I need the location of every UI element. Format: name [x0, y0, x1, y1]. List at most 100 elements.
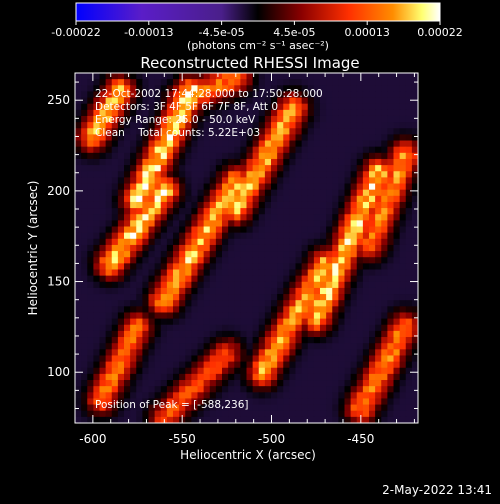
heatmap-cell	[111, 416, 119, 424]
heatmap-cell	[277, 158, 284, 166]
heatmap-cell	[283, 177, 290, 184]
heatmap-cell	[405, 232, 413, 240]
heatmap-cell	[350, 281, 358, 289]
heatmap-cell	[75, 251, 82, 258]
heatmap-cell	[283, 146, 290, 154]
heatmap-cell	[124, 201, 131, 209]
heatmap-cell	[313, 208, 321, 215]
heatmap-cell	[228, 128, 235, 135]
heatmap-cell	[75, 287, 82, 295]
heatmap-cell	[283, 281, 290, 289]
heatmap-cell	[124, 361, 131, 369]
heatmap-cell	[215, 349, 223, 356]
heatmap-cell	[111, 238, 119, 246]
heatmap-cell	[387, 410, 394, 418]
heatmap-cell	[399, 287, 407, 295]
heatmap-cell	[203, 312, 211, 320]
heatmap-cell	[203, 410, 211, 418]
heatmap-cell	[222, 361, 229, 369]
heatmap-cell	[301, 306, 309, 313]
heatmap-cell	[258, 404, 266, 412]
heatmap-cell	[301, 232, 309, 240]
heatmap-cell	[93, 349, 100, 356]
heatmap-cell	[185, 355, 192, 362]
heatmap-cell	[105, 337, 113, 344]
heatmap-cell	[320, 165, 327, 172]
heatmap-cell	[307, 244, 315, 252]
heatmap-cell	[301, 79, 309, 86]
heatmap-cell	[277, 330, 284, 338]
heatmap-cell	[160, 263, 168, 270]
heatmap-cell	[405, 337, 413, 344]
heatmap-cell	[375, 171, 382, 178]
heatmap-cell	[258, 318, 266, 326]
heatmap-cell	[411, 171, 419, 178]
heatmap-cell	[87, 343, 94, 350]
heatmap-cell	[313, 177, 321, 184]
heatmap-cell	[356, 103, 364, 111]
heatmap-cell	[222, 349, 229, 356]
heatmap-cell	[344, 201, 352, 209]
heatmap-cell	[369, 404, 376, 412]
heatmap-cell	[179, 122, 186, 129]
heatmap-cell	[215, 177, 223, 184]
heatmap-cell	[277, 109, 284, 117]
heatmap-cell	[111, 201, 119, 209]
heatmap-cell	[356, 416, 364, 424]
heatmap-cell	[252, 189, 260, 197]
heatmap-cell	[301, 103, 309, 111]
heatmap-cell	[124, 134, 131, 141]
heatmap-cell	[307, 208, 315, 215]
heatmap-cell	[203, 355, 211, 362]
heatmap-cell	[240, 324, 247, 332]
heatmap-cell	[215, 416, 223, 424]
heatmap-cell	[283, 410, 290, 418]
heatmap-cell	[111, 73, 119, 80]
heatmap-cell	[191, 201, 198, 209]
heatmap-cell	[228, 177, 235, 184]
heatmap-cell	[393, 79, 401, 86]
heatmap-cell	[185, 349, 192, 356]
heatmap-cell	[130, 214, 137, 221]
heatmap-cell	[264, 73, 272, 80]
heatmap-cell	[197, 244, 205, 252]
heatmap-cell	[332, 226, 339, 234]
heatmap-cell	[185, 373, 192, 381]
heatmap-cell	[258, 361, 266, 369]
heatmap-cell	[375, 140, 382, 148]
heatmap-cell	[136, 208, 143, 215]
heatmap-cell	[399, 91, 407, 98]
heatmap-cell	[356, 201, 364, 209]
heatmap-cell	[209, 367, 217, 375]
heatmap-cell	[179, 386, 186, 393]
heatmap-cell	[326, 318, 333, 326]
heatmap-cell	[197, 201, 205, 209]
heatmap-cell	[166, 122, 174, 129]
heatmap-cell	[381, 134, 388, 141]
heatmap-cell	[258, 146, 266, 154]
heatmap-cell	[301, 183, 309, 191]
heatmap-cell	[136, 152, 143, 160]
heatmap-cell	[117, 318, 125, 326]
heatmap-cell	[375, 287, 382, 295]
heatmap-cell	[117, 140, 125, 148]
heatmap-cell	[81, 294, 88, 301]
heatmap-cell	[197, 91, 205, 98]
heatmap-cell	[185, 337, 192, 344]
heatmap-cell	[246, 361, 254, 369]
heatmap-cell	[356, 171, 364, 178]
heatmap-cell	[234, 343, 241, 350]
heatmap-cell	[130, 220, 137, 227]
heatmap-cell	[154, 238, 162, 246]
heatmap-cell	[387, 306, 394, 313]
heatmap-cell	[93, 294, 100, 301]
heatmap-cell	[289, 79, 296, 86]
heatmap-cell	[350, 140, 358, 148]
heatmap-cell	[381, 128, 388, 135]
heatmap-cell	[369, 361, 376, 369]
heatmap-cell	[234, 373, 241, 381]
heatmap-cell	[283, 134, 290, 141]
heatmap-cell	[387, 128, 394, 135]
heatmap-cell	[326, 140, 333, 148]
heatmap-cell	[166, 373, 174, 381]
